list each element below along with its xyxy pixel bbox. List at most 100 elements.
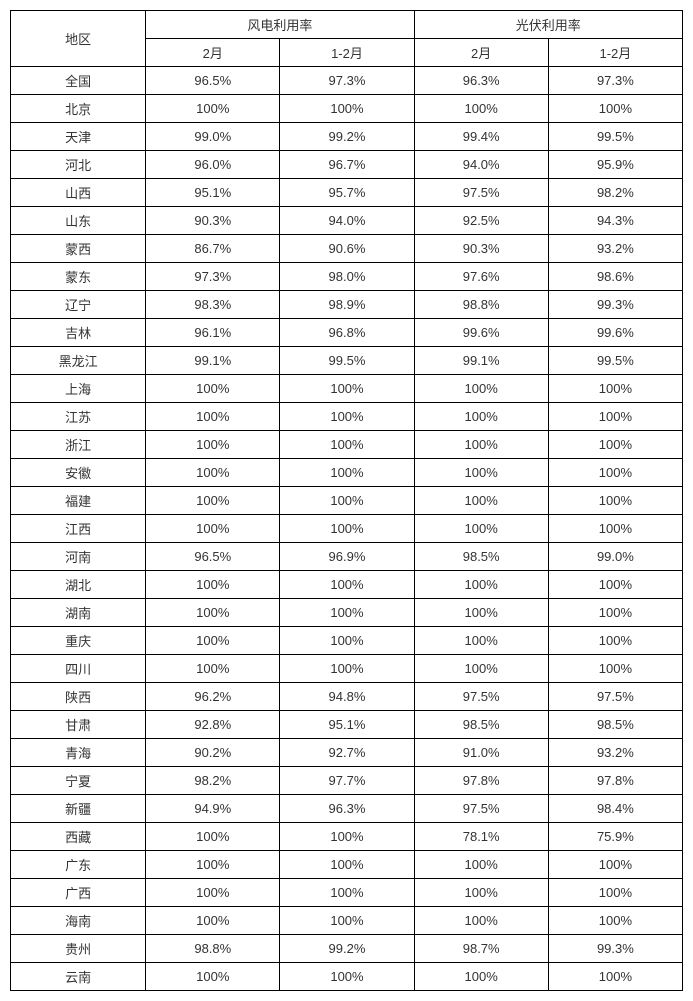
value-cell: 100% [146, 403, 280, 431]
value-cell: 100% [548, 459, 682, 487]
value-cell: 100% [146, 627, 280, 655]
value-cell: 100% [548, 963, 682, 991]
value-cell: 96.2% [146, 683, 280, 711]
table-row: 河南96.5%96.9%98.5%99.0% [11, 543, 683, 571]
value-cell: 97.5% [548, 683, 682, 711]
value-cell: 97.5% [414, 179, 548, 207]
value-cell: 99.0% [146, 123, 280, 151]
region-cell: 黑龙江 [11, 347, 146, 375]
value-cell: 99.1% [146, 347, 280, 375]
value-cell: 100% [414, 515, 548, 543]
value-cell: 91.0% [414, 739, 548, 767]
region-cell: 安徽 [11, 459, 146, 487]
value-cell: 100% [548, 95, 682, 123]
value-cell: 100% [548, 375, 682, 403]
region-cell: 宁夏 [11, 767, 146, 795]
table-row: 陕西96.2%94.8%97.5%97.5% [11, 683, 683, 711]
value-cell: 100% [414, 375, 548, 403]
table-row: 安徽100%100%100%100% [11, 459, 683, 487]
value-cell: 100% [280, 515, 414, 543]
value-cell: 100% [280, 963, 414, 991]
value-cell: 100% [414, 403, 548, 431]
value-cell: 100% [414, 627, 548, 655]
table-row: 蒙东97.3%98.0%97.6%98.6% [11, 263, 683, 291]
header-wind-group: 风电利用率 [146, 11, 414, 39]
value-cell: 94.9% [146, 795, 280, 823]
header-wind-jan-feb: 1-2月 [280, 39, 414, 67]
value-cell: 92.8% [146, 711, 280, 739]
value-cell: 100% [146, 571, 280, 599]
value-cell: 96.0% [146, 151, 280, 179]
region-cell: 新疆 [11, 795, 146, 823]
value-cell: 96.9% [280, 543, 414, 571]
value-cell: 97.7% [280, 767, 414, 795]
region-cell: 江苏 [11, 403, 146, 431]
header-solar-feb: 2月 [414, 39, 548, 67]
value-cell: 100% [146, 851, 280, 879]
value-cell: 100% [280, 95, 414, 123]
value-cell: 100% [146, 375, 280, 403]
value-cell: 99.6% [548, 319, 682, 347]
table-row: 江苏100%100%100%100% [11, 403, 683, 431]
value-cell: 100% [280, 627, 414, 655]
value-cell: 98.8% [414, 291, 548, 319]
value-cell: 100% [146, 879, 280, 907]
table-row: 云南100%100%100%100% [11, 963, 683, 991]
value-cell: 100% [414, 963, 548, 991]
value-cell: 94.8% [280, 683, 414, 711]
value-cell: 100% [414, 655, 548, 683]
value-cell: 96.3% [280, 795, 414, 823]
value-cell: 90.2% [146, 739, 280, 767]
value-cell: 100% [548, 487, 682, 515]
region-cell: 山东 [11, 207, 146, 235]
value-cell: 100% [280, 459, 414, 487]
table-row: 四川100%100%100%100% [11, 655, 683, 683]
value-cell: 99.4% [414, 123, 548, 151]
region-cell: 江西 [11, 515, 146, 543]
value-cell: 100% [548, 571, 682, 599]
value-cell: 90.3% [414, 235, 548, 263]
value-cell: 99.5% [548, 123, 682, 151]
region-cell: 全国 [11, 67, 146, 95]
value-cell: 96.1% [146, 319, 280, 347]
region-cell: 河南 [11, 543, 146, 571]
value-cell: 100% [146, 655, 280, 683]
value-cell: 97.3% [280, 67, 414, 95]
value-cell: 100% [280, 487, 414, 515]
value-cell: 92.5% [414, 207, 548, 235]
table-row: 山东90.3%94.0%92.5%94.3% [11, 207, 683, 235]
table-row: 蒙西86.7%90.6%90.3%93.2% [11, 235, 683, 263]
value-cell: 100% [146, 907, 280, 935]
value-cell: 99.5% [548, 347, 682, 375]
value-cell: 100% [414, 879, 548, 907]
value-cell: 100% [280, 599, 414, 627]
header-region: 地区 [11, 11, 146, 67]
value-cell: 98.0% [280, 263, 414, 291]
table-row: 辽宁98.3%98.9%98.8%99.3% [11, 291, 683, 319]
value-cell: 98.5% [414, 711, 548, 739]
table-row: 甘肃92.8%95.1%98.5%98.5% [11, 711, 683, 739]
value-cell: 100% [146, 515, 280, 543]
value-cell: 100% [414, 459, 548, 487]
value-cell: 100% [414, 571, 548, 599]
value-cell: 98.4% [548, 795, 682, 823]
value-cell: 100% [548, 599, 682, 627]
value-cell: 100% [146, 823, 280, 851]
value-cell: 100% [548, 655, 682, 683]
value-cell: 99.3% [548, 291, 682, 319]
region-cell: 山西 [11, 179, 146, 207]
value-cell: 100% [280, 823, 414, 851]
region-cell: 吉林 [11, 319, 146, 347]
table-row: 湖南100%100%100%100% [11, 599, 683, 627]
value-cell: 99.0% [548, 543, 682, 571]
region-cell: 天津 [11, 123, 146, 151]
value-cell: 97.8% [414, 767, 548, 795]
region-cell: 蒙东 [11, 263, 146, 291]
table-row: 天津99.0%99.2%99.4%99.5% [11, 123, 683, 151]
value-cell: 100% [280, 655, 414, 683]
region-cell: 上海 [11, 375, 146, 403]
value-cell: 98.5% [414, 543, 548, 571]
value-cell: 100% [280, 907, 414, 935]
value-cell: 90.6% [280, 235, 414, 263]
table-row: 河北96.0%96.7%94.0%95.9% [11, 151, 683, 179]
